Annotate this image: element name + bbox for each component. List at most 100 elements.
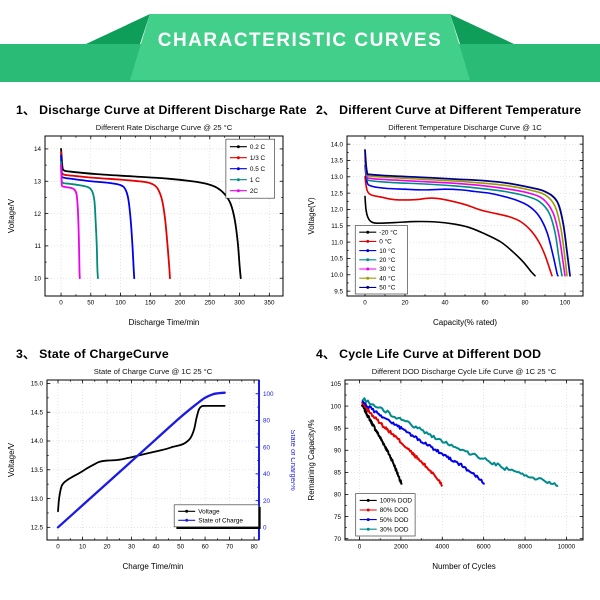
svg-text:80: 80 [251,544,259,551]
svg-text:100: 100 [115,300,126,307]
series-30 °C [364,156,566,277]
series-80% DOD [361,401,444,487]
svg-text:14.5: 14.5 [31,409,44,416]
svg-text:Charge Time/min: Charge Time/min [123,562,184,571]
legend-label: -20 °C [379,228,398,236]
svg-text:75: 75 [334,514,342,521]
chart-title: State of Charge Curve @ 1C 25 °C [94,367,213,376]
legend-label: 30% DOD [380,526,409,533]
svg-text:13: 13 [34,178,42,185]
legend: Voltage State of Charge [173,504,261,529]
svg-text:15.0: 15.0 [31,381,44,388]
svg-text:10.5: 10.5 [331,256,344,263]
svg-text:Number of Cycles: Number of Cycles [432,562,496,571]
svg-text:90: 90 [334,447,342,454]
svg-text:4000: 4000 [435,544,450,551]
series-50% DOD [361,399,485,485]
ribbon-fold-right [450,14,514,44]
legend: 0.2 C 1/3 C 0.5 C 1 C 2C [225,138,275,199]
svg-text:30: 30 [128,544,136,551]
svg-text:13.0: 13.0 [331,174,344,181]
svg-text:70: 70 [226,544,234,551]
legend-label: 40 °C [379,274,395,282]
series-Voltage [57,404,226,513]
legend-label: 20 °C [379,256,395,264]
svg-text:6000: 6000 [477,544,492,551]
chart-cycle-life: Different DOD Discharge Cycle Life Curve… [307,367,584,571]
banner-title: CHARACTERISTIC CURVES [157,30,443,51]
chart-state-of-charge: State of Charge Curve @ 1C 25 °C 0 10 20 30 4… [7,367,295,571]
chart-title: Different Rate Discharge Curve @ 25 °C [96,123,233,132]
svg-text:0: 0 [59,300,63,307]
legend-label: 2C [250,188,259,195]
chart-temperature: Different Temperature Discharge Curve @ … [307,123,584,327]
ribbon-graphic [0,14,600,82]
legend: -20 °C 0 °C10 °C20 °C30 °C40 °C 50 °C [354,225,408,295]
series-group [364,149,571,277]
axes: 0 50 100 150 200 250 300 350 10 11 12 13 14 Discharge… [7,135,284,327]
svg-text:0: 0 [56,544,60,551]
svg-text:20: 20 [263,498,271,505]
legend-label: 50 °C [379,284,395,292]
series-2C [60,164,81,280]
series--20 °C [364,195,536,277]
svg-text:100: 100 [263,391,274,398]
charts-grid: 1、 Discharge Curve at Different Discharg… [0,94,600,582]
legend-label: State of Charge [198,518,243,525]
svg-text:State of Charge/%: State of Charge/% [289,429,295,491]
svg-text:60: 60 [263,444,271,451]
svg-text:350: 350 [264,300,275,307]
svg-text:Voltage(V): Voltage(V) [307,197,316,235]
series-0.2 C [60,148,242,280]
series-group [56,391,226,529]
svg-text:10: 10 [34,275,42,282]
svg-text:50: 50 [177,544,185,551]
series-1 C [60,160,99,280]
legend-label: 0.2 C [250,144,266,151]
svg-text:80: 80 [521,300,529,307]
series-group [60,148,242,280]
svg-text:9.5: 9.5 [334,288,343,295]
banner-ribbon: CHARACTERISTIC CURVES [0,0,600,92]
svg-text:10000: 10000 [558,544,576,551]
svg-text:20: 20 [401,300,409,307]
svg-text:Remaining Capacity/%: Remaining Capacity/% [307,420,316,501]
svg-text:50: 50 [87,300,95,307]
series-group [361,397,559,487]
svg-text:150: 150 [145,300,156,307]
svg-text:0: 0 [363,300,367,307]
svg-text:20: 20 [104,544,112,551]
section-heading-1: 1、 Discharge Curve at Different Discharg… [16,103,307,117]
chart-title: Different Temperature Discharge Curve @ … [388,123,542,132]
series-50 °C [364,149,571,277]
svg-text:11.5: 11.5 [331,223,343,230]
svg-text:13.5: 13.5 [331,158,344,165]
svg-text:12.5: 12.5 [331,190,344,197]
svg-text:12.0: 12.0 [331,207,344,214]
legend-label: 0.5 C [250,166,266,173]
svg-text:100: 100 [560,300,571,307]
section-heading-3: 3、 State of ChargeCurve [16,347,169,361]
legend-label: 50% DOD [380,517,409,524]
axes: 0 20 40 60 80 100 9.5 10.0 10.5 11.0 11.5 12.0 12.5 1… [307,135,584,327]
svg-text:250: 250 [205,300,216,307]
svg-text:40: 40 [263,471,271,478]
svg-text:300: 300 [234,300,245,307]
chart-block-temperature: 2、 Different Curve at Different Temperat… [300,94,600,338]
svg-text:12.5: 12.5 [31,525,44,532]
svg-text:10: 10 [79,544,87,551]
svg-text:85: 85 [334,470,342,477]
svg-text:200: 200 [175,300,186,307]
svg-text:70: 70 [334,536,342,543]
legend-label: 100% DOD [380,498,413,505]
series-0 °C [364,176,553,277]
section-heading-4: 4、 Cycle Life Curve at Different DOD [316,347,542,361]
legend-label: 0 °C [379,238,392,246]
legend-label: 1 C [250,177,260,184]
svg-text:10.0: 10.0 [331,272,344,279]
series-10 °C [364,164,559,277]
axes: 0 2000 4000 6000 8000 10000 70 75 80 85 90 95 100 105… [307,379,584,571]
svg-text:40: 40 [153,544,161,551]
svg-text:Voltage/V: Voltage/V [7,198,16,233]
